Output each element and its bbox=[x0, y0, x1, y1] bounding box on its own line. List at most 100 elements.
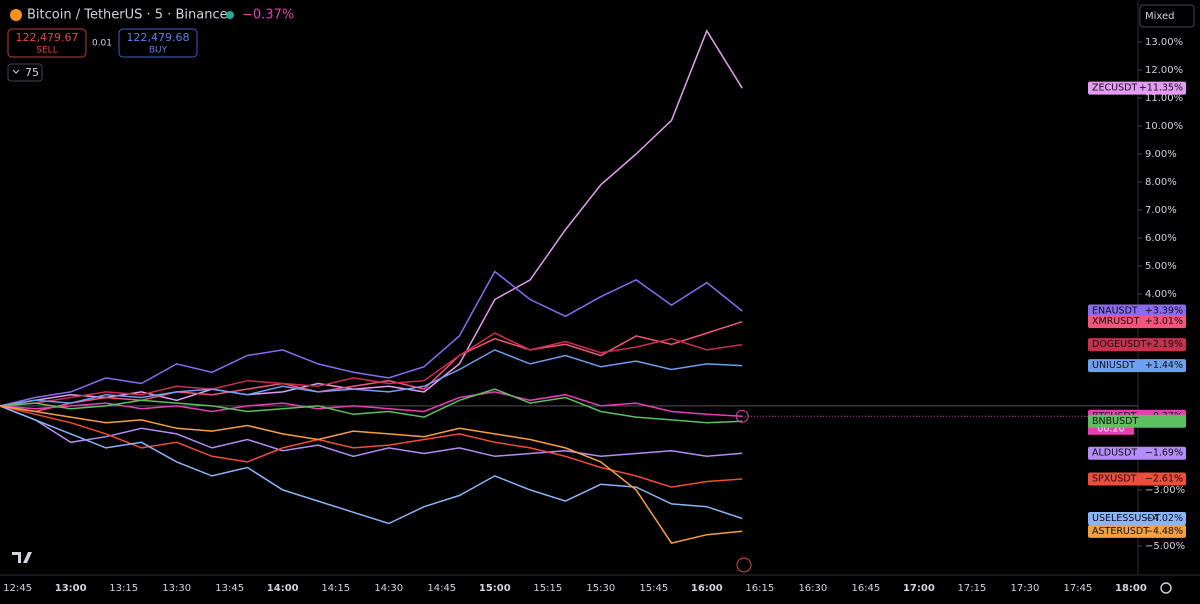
buy-button[interactable] bbox=[118, 28, 198, 58]
series-line bbox=[0, 29, 743, 407]
x-tick-label: 15:15 bbox=[533, 583, 562, 594]
series-line bbox=[0, 388, 743, 424]
x-tick-label: 16:45 bbox=[851, 583, 880, 594]
series-tag: ASTERUSDT−4.48% bbox=[1088, 524, 1186, 538]
legend-name: DOGEUSDT bbox=[1092, 339, 1146, 350]
x-tick-label: 17:30 bbox=[1010, 583, 1039, 594]
logo bbox=[12, 552, 32, 563]
x-tick-label: 13:15 bbox=[109, 583, 138, 594]
tag-value: −4.02% bbox=[1145, 513, 1183, 524]
y-tick-label: 13.00% bbox=[1145, 37, 1183, 48]
x-tick-label: 15:45 bbox=[639, 583, 668, 594]
series-line bbox=[0, 270, 743, 407]
series-tag: DOGEUSDT+2.19% bbox=[1088, 338, 1186, 352]
x-tick-label: 16:30 bbox=[798, 583, 827, 594]
scale-mode[interactable]: Mixed bbox=[1145, 11, 1175, 22]
market-status bbox=[226, 11, 234, 19]
buy-label[interactable]: BUY bbox=[149, 46, 168, 56]
series-tag: BNBUSDT bbox=[1088, 414, 1186, 428]
x-tick-label: 15:00 bbox=[479, 583, 511, 594]
x-tick-label: 14:00 bbox=[267, 583, 299, 594]
tag-value: +2.19% bbox=[1145, 339, 1183, 350]
tag-bg bbox=[1088, 472, 1186, 486]
y-tick-label: 6.00% bbox=[1145, 233, 1177, 244]
sell-price[interactable]: 122,479.67 bbox=[16, 31, 79, 44]
x-tick-label: 17:45 bbox=[1064, 583, 1093, 594]
symbol-icon bbox=[10, 9, 22, 21]
x-tick-label: 14:30 bbox=[374, 583, 403, 594]
x-tick-label: 17:00 bbox=[903, 583, 935, 594]
alert-icon[interactable] bbox=[736, 557, 752, 573]
tag-value: −4.48% bbox=[1145, 526, 1183, 537]
y-tick-label: 7.00% bbox=[1145, 205, 1177, 216]
legend-name: XMRUSDT bbox=[1092, 316, 1140, 327]
tag-bg bbox=[1088, 511, 1186, 525]
x-tick-label: 13:00 bbox=[55, 583, 87, 594]
y-tick-label: 8.00% bbox=[1145, 177, 1177, 188]
x-tick-label: 17:15 bbox=[957, 583, 986, 594]
legend-name: BNBUSDT bbox=[1092, 416, 1138, 427]
legend-name: ENAUSDT bbox=[1092, 306, 1138, 317]
series-line bbox=[0, 391, 743, 418]
legend-name: ASTERUSDT bbox=[1092, 526, 1149, 537]
series-tag: ENAUSDT +3.39% bbox=[1088, 304, 1186, 318]
x-tick-label: 16:00 bbox=[691, 583, 723, 594]
tag-bg bbox=[1088, 524, 1186, 538]
series-line bbox=[0, 405, 743, 488]
tag-value: +11.35% bbox=[1139, 83, 1183, 94]
tag-value: −1.69% bbox=[1145, 448, 1183, 459]
buy-price[interactable]: 122,479.68 bbox=[127, 31, 190, 44]
y-tick-label: 12.00% bbox=[1145, 65, 1183, 76]
series-tag: USELESSUSDT−4.02% bbox=[1088, 511, 1186, 525]
tag-value: +1.44% bbox=[1145, 360, 1183, 371]
countdown: 00:20 bbox=[1097, 423, 1124, 434]
x-tick-label: 15:30 bbox=[586, 583, 615, 594]
series-line bbox=[0, 332, 743, 407]
series-tag: ZECUSDT +11.35% bbox=[1088, 81, 1186, 95]
chevron[interactable] bbox=[12, 69, 20, 74]
spread: 0.01 bbox=[92, 39, 112, 49]
x-tick-label: 13:45 bbox=[215, 583, 244, 594]
series-line bbox=[0, 320, 743, 413]
tag-value: +3.39% bbox=[1145, 306, 1183, 317]
legend-name: UNIUSDT bbox=[1092, 360, 1135, 371]
series-count[interactable]: 75 bbox=[25, 66, 39, 79]
legend-name: ALDUSDT bbox=[1092, 448, 1137, 459]
series-tag: SPXUSDT −2.61% bbox=[1088, 472, 1186, 486]
x-tick-label: 12:45 bbox=[3, 583, 32, 594]
change: −0.37% bbox=[242, 8, 294, 23]
legend-name: SPXUSDT bbox=[1092, 473, 1137, 484]
tag-bg bbox=[1088, 304, 1186, 318]
y-tick-label: 10.00% bbox=[1145, 121, 1183, 132]
series-line bbox=[0, 405, 743, 544]
tag-bg bbox=[1088, 315, 1186, 329]
series-line bbox=[0, 405, 743, 458]
series-line bbox=[0, 349, 743, 407]
series-count-toggle[interactable] bbox=[7, 63, 43, 82]
sell-button[interactable] bbox=[7, 28, 87, 58]
y-tick-label: 4.00% bbox=[1145, 289, 1177, 300]
y-tick-label: −3.00% bbox=[1145, 485, 1185, 496]
tag-bg bbox=[1088, 414, 1186, 428]
x-tick-label: 13:30 bbox=[162, 583, 191, 594]
legend-name: ZECUSDT bbox=[1092, 83, 1137, 94]
series-tag: XMRUSDT +3.01% bbox=[1088, 315, 1186, 329]
tag-bg bbox=[1088, 359, 1186, 373]
lines bbox=[0, 29, 743, 544]
symbol-title: Bitcoin / TetherUS · 5 · Binance bbox=[27, 8, 228, 23]
x-tick-label: 14:45 bbox=[427, 583, 456, 594]
sell-label[interactable]: SELL bbox=[36, 46, 57, 56]
scale-mode-button[interactable] bbox=[1139, 4, 1195, 28]
x-tick-label: 18:00 bbox=[1115, 583, 1147, 594]
series-line bbox=[0, 405, 743, 525]
x-tick-label: 16:15 bbox=[745, 583, 774, 594]
tag-bg bbox=[1088, 446, 1186, 460]
tag-value: −2.61% bbox=[1145, 473, 1183, 484]
series-tag: UNIUSDT +1.44% bbox=[1088, 359, 1186, 373]
y-tick-label: 9.00% bbox=[1145, 149, 1177, 160]
settings[interactable] bbox=[1160, 582, 1172, 594]
tag-bg bbox=[1088, 81, 1186, 95]
